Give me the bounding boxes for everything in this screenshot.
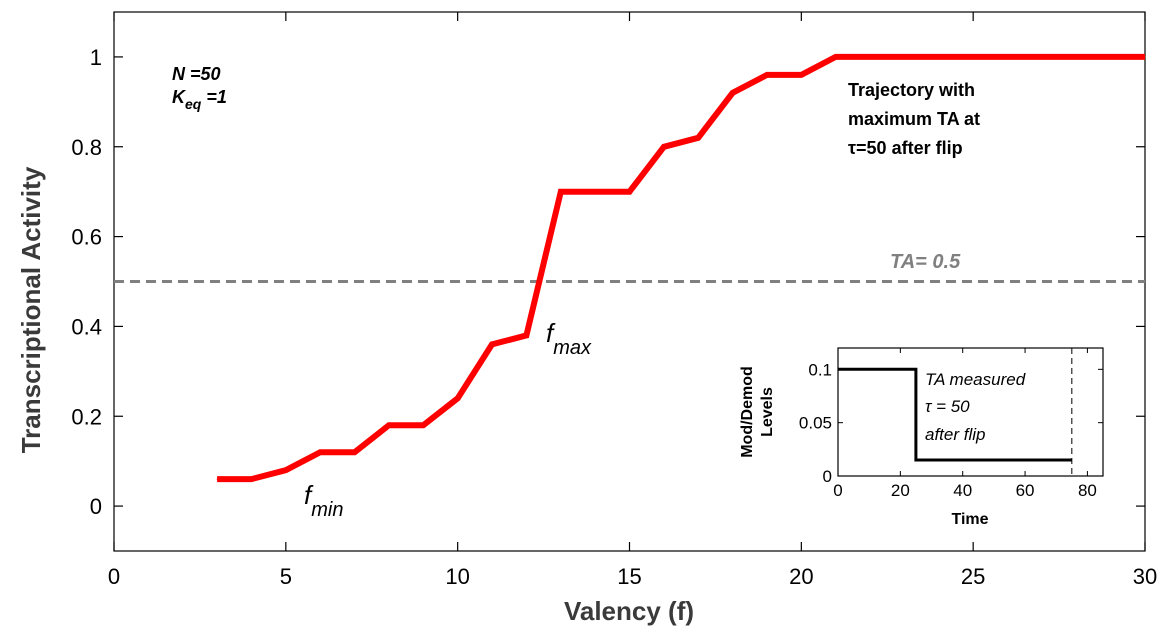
param-n-label: N =50 bbox=[172, 64, 221, 84]
main-series-point bbox=[491, 343, 493, 345]
main-series-points bbox=[216, 56, 1146, 480]
inset-x-tick-label: 40 bbox=[953, 481, 972, 500]
x-axis-label: Valency (f) bbox=[564, 596, 694, 626]
main-tick-labels: 0 5 10 15 20 25 30 0 0.2 0.4 0.6 0.8 1 bbox=[71, 45, 1157, 589]
main-series-point bbox=[1007, 56, 1009, 58]
main-series-point bbox=[800, 74, 802, 76]
x-tick-label: 25 bbox=[961, 564, 985, 589]
inset-x-tick-label: 0 bbox=[833, 481, 842, 500]
threshold-label: TA= 0.5 bbox=[890, 251, 961, 273]
fmin-label: fmin bbox=[304, 480, 343, 521]
inset-y-axis-label-line1: Mod/Demod bbox=[739, 366, 756, 458]
main-series-point bbox=[629, 191, 630, 193]
fmax-f: f bbox=[546, 318, 556, 348]
fmax-label: fmax bbox=[546, 318, 592, 359]
inset-x-tick-label: 60 bbox=[1016, 481, 1035, 500]
main-series-point bbox=[285, 469, 287, 471]
main-series-point bbox=[1110, 56, 1112, 58]
y-tick-label: 0.8 bbox=[71, 135, 102, 160]
inset-plot-frame bbox=[837, 347, 1104, 477]
main-series-point bbox=[594, 191, 596, 193]
y-tick-label: 0.6 bbox=[71, 225, 102, 250]
main-series-point bbox=[388, 424, 390, 426]
main-series-line bbox=[217, 53, 1145, 483]
x-tick-label: 10 bbox=[445, 564, 469, 589]
x-tick-label: 30 bbox=[1133, 564, 1157, 589]
main-series-point bbox=[216, 478, 218, 480]
inset-y-tick-label: 0.05 bbox=[799, 414, 832, 433]
inset-annotation-line1: TA measured bbox=[925, 370, 1026, 389]
trajectory-annotation-line1: Trajectory with bbox=[848, 80, 975, 100]
inset-x-axis-label: Time bbox=[951, 511, 988, 528]
main-series-point bbox=[1041, 56, 1043, 58]
inset-tick-labels: 0 20 40 60 80 0 0.05 0.1 bbox=[799, 360, 1097, 500]
y-tick-label: 0.4 bbox=[71, 314, 102, 339]
main-ticks bbox=[113, 12, 1146, 551]
y-tick-label: 0.2 bbox=[71, 404, 102, 429]
main-series-point bbox=[663, 146, 665, 148]
main-series-point bbox=[1075, 56, 1077, 58]
inset-y-tick-label: 0 bbox=[823, 467, 832, 486]
param-keq-label: Keq =1 bbox=[172, 87, 227, 112]
inset-y-axis-label-line2: Levels bbox=[759, 387, 776, 437]
trajectory-annotation-line3: τ=50 after flip bbox=[848, 138, 963, 158]
inset-x-tick-label: 20 bbox=[891, 481, 910, 500]
inset-x-tick-label: 80 bbox=[1078, 481, 1097, 500]
x-tick-label: 15 bbox=[617, 564, 641, 589]
inset-series-line bbox=[838, 367, 1072, 462]
x-tick-label: 5 bbox=[280, 564, 292, 589]
y-tick-label: 1 bbox=[90, 45, 102, 70]
inset-annotation-line3: after flip bbox=[925, 425, 985, 444]
main-series-point bbox=[835, 56, 837, 58]
main-series-point bbox=[697, 137, 699, 139]
main-series-point bbox=[422, 424, 424, 426]
inset-annotation-line2: τ = 50 bbox=[925, 397, 970, 416]
trajectory-annotation-line2: maximum TA at bbox=[848, 109, 980, 129]
param-k: K bbox=[172, 87, 187, 107]
fmin-subscript: min bbox=[311, 499, 343, 521]
y-tick-label: 0 bbox=[90, 494, 102, 519]
inset-y-tick-label: 0.1 bbox=[808, 360, 832, 379]
main-series-point bbox=[732, 92, 734, 94]
main-series-point bbox=[869, 56, 871, 58]
main-series-point bbox=[903, 56, 905, 58]
x-tick-label: 0 bbox=[108, 564, 120, 589]
fmin-f: f bbox=[304, 480, 314, 510]
main-series-point bbox=[766, 74, 768, 76]
main-series-point bbox=[938, 56, 940, 58]
x-tick-label: 20 bbox=[789, 564, 813, 589]
main-series-point bbox=[560, 191, 562, 193]
main-series-point bbox=[457, 397, 459, 399]
fmax-subscript: max bbox=[553, 337, 592, 359]
main-series-point bbox=[319, 451, 321, 453]
param-k-value: =1 bbox=[201, 87, 227, 107]
main-series-point bbox=[1144, 56, 1146, 58]
main-series-point bbox=[525, 334, 527, 336]
param-eq-subscript: eq bbox=[185, 96, 202, 112]
y-axis-label: Transcriptional Activity bbox=[16, 166, 46, 453]
main-series-point bbox=[972, 56, 974, 58]
main-series-point bbox=[250, 478, 252, 480]
main-series-point bbox=[354, 451, 356, 453]
